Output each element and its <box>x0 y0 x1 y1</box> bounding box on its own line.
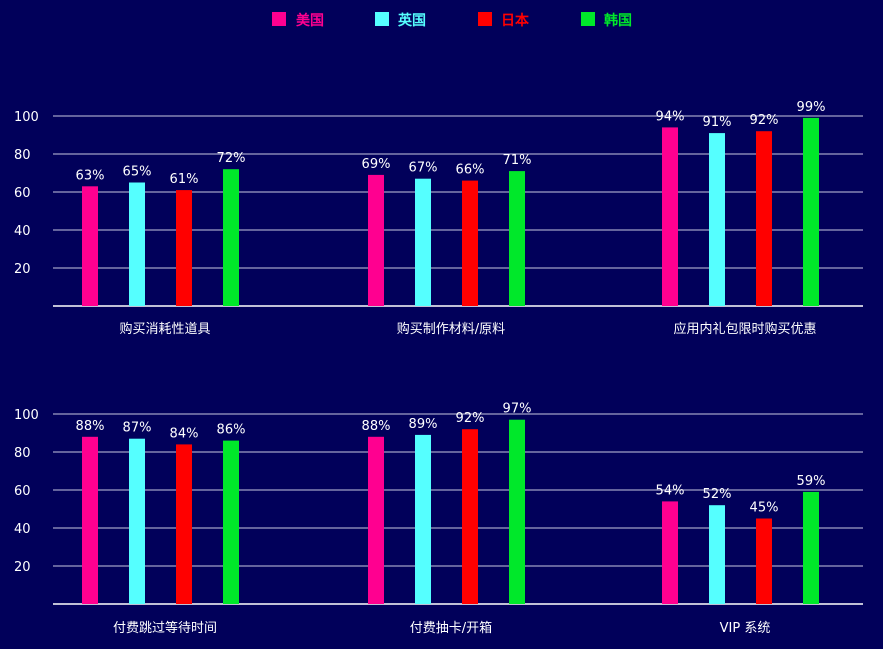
bar <box>82 186 98 306</box>
bar <box>462 429 478 604</box>
chart-panel-2: 20 40 60 80 100 88% 88% 54% 87% 89% 52% 84% 92% 45% 86… <box>14 402 863 636</box>
x-category-label: 付费抽卡/开箱 <box>410 620 492 636</box>
x-category-label: VIP 系统 <box>720 621 771 636</box>
bar <box>368 436 384 604</box>
data-label: 52% <box>703 487 732 502</box>
y-tick-label: 80 <box>14 446 31 461</box>
data-label: 65% <box>123 165 152 180</box>
bar <box>415 178 431 306</box>
chart-panel-1: 20 40 60 80 100 63% 69% 94% 65% 67% 91% 61% 66% 92% 72… <box>14 100 863 337</box>
legend-swatch-uk <box>375 12 389 26</box>
y-tick-label: 100 <box>14 110 39 125</box>
data-label: 88% <box>362 419 391 434</box>
data-label: 87% <box>123 421 152 436</box>
bar <box>803 491 819 604</box>
y-tick-label: 60 <box>14 484 31 499</box>
data-label: 86% <box>217 423 246 438</box>
bar <box>509 171 525 306</box>
y-tick-label: 20 <box>14 560 31 575</box>
chart-panels: 20 40 60 80 100 63% 69% 94% 65% 67% 91% 61% 66% 92% 72… <box>14 100 863 636</box>
bar <box>756 131 772 306</box>
bar <box>415 434 431 604</box>
y-tick-label: 40 <box>14 224 31 239</box>
data-label: 45% <box>750 501 779 516</box>
bar <box>223 169 239 306</box>
data-label: 63% <box>76 168 105 183</box>
x-category-label: 应用内礼包限时购买优惠 <box>673 321 816 337</box>
data-label: 69% <box>362 157 391 172</box>
bar <box>756 518 772 604</box>
legend-label-uk: 英国 <box>397 12 426 29</box>
data-label: 92% <box>456 411 485 426</box>
legend-label-us: 美国 <box>296 12 324 29</box>
bar <box>709 505 725 604</box>
bar <box>129 438 145 604</box>
data-label: 92% <box>750 113 779 128</box>
bar <box>223 440 239 604</box>
bar <box>509 419 525 604</box>
y-tick-label: 100 <box>14 408 39 423</box>
data-label: 94% <box>656 109 685 124</box>
data-label: 89% <box>409 417 438 432</box>
legend-swatch-jp <box>478 12 492 26</box>
x-category-label: 付费跳过等待时间 <box>113 620 217 636</box>
bar <box>176 444 192 604</box>
bar <box>662 127 678 307</box>
legend-label-jp: 日本 <box>501 12 530 29</box>
y-tick-label: 20 <box>14 262 31 277</box>
data-label: 54% <box>656 483 685 498</box>
legend-label-kr: 韩国 <box>604 12 632 29</box>
data-label: 91% <box>703 115 732 130</box>
data-label: 67% <box>409 161 438 176</box>
bar <box>662 501 678 604</box>
data-label: 88% <box>76 419 105 434</box>
bar <box>82 436 98 604</box>
x-category-label: 购买制作材料/原料 <box>397 321 505 337</box>
data-label: 97% <box>503 402 532 417</box>
data-label: 72% <box>217 151 246 166</box>
legend-swatch-kr <box>581 12 595 26</box>
legend: 美国 英国 日本 韩国 <box>272 12 632 29</box>
bar <box>803 117 819 307</box>
bar <box>176 190 192 306</box>
x-category-label: 购买消耗性道具 <box>119 321 210 337</box>
data-label: 61% <box>170 172 199 187</box>
y-tick-label: 60 <box>14 186 31 201</box>
bar <box>462 180 478 306</box>
data-label: 59% <box>797 474 826 489</box>
bar <box>709 133 725 306</box>
y-tick-label: 40 <box>14 522 31 537</box>
legend-swatch-us <box>272 12 286 26</box>
bar <box>129 182 145 306</box>
data-label: 99% <box>797 100 826 115</box>
bar <box>368 174 384 306</box>
y-tick-label: 80 <box>14 148 31 163</box>
data-label: 71% <box>503 153 532 168</box>
data-label: 66% <box>456 163 485 178</box>
data-label: 84% <box>170 426 199 441</box>
